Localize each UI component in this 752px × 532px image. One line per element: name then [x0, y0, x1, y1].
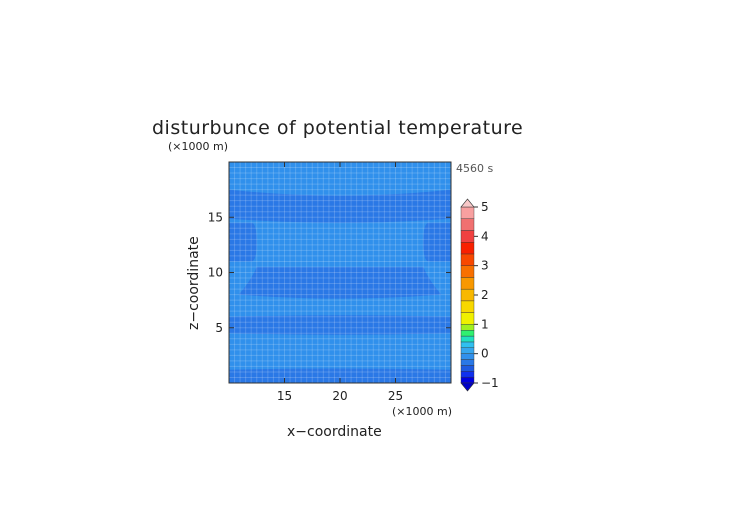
lower-layer	[229, 333, 451, 370]
chart-title: disturbunce of potential temperature	[152, 117, 523, 139]
colorbar-band	[460, 347, 475, 354]
left-side-anomaly	[229, 222, 257, 262]
colorbar-band	[460, 265, 475, 278]
colorbar-band	[460, 230, 475, 243]
colorbar-band	[460, 218, 475, 231]
colorbar: −1 0 1 2 3 4 5	[460, 198, 499, 392]
colorbar-tick-label: 4	[481, 229, 489, 243]
colorbar-band	[460, 324, 475, 331]
colorbar-band	[460, 335, 475, 343]
y-tick-label: 15	[208, 210, 223, 224]
colorbar-band	[460, 365, 475, 372]
colorbar-max-triangle	[460, 198, 475, 208]
x-tick-label: 15	[277, 389, 292, 403]
colorbar-tick-label: 2	[481, 288, 489, 302]
colorbar-band	[460, 330, 475, 337]
colorbar-tick-label: 5	[481, 200, 489, 214]
colorbar-band	[460, 206, 475, 219]
x-tick-label: 25	[388, 389, 403, 403]
colorbar-band	[460, 353, 475, 360]
y-axis-ticks: 5 10 15	[208, 210, 451, 335]
y-tick-label: 10	[208, 266, 223, 280]
colorbar-band	[460, 288, 475, 302]
colorbar-band	[460, 312, 475, 325]
colorbar-tick-label: 3	[481, 259, 489, 273]
time-label: 4560 s	[456, 162, 493, 175]
y-tick-label: 5	[215, 321, 223, 335]
lower-negative-band	[229, 315, 451, 335]
colorbar-min-triangle	[460, 382, 475, 392]
colorbar-band	[460, 241, 475, 255]
x-tick-label: 20	[332, 389, 347, 403]
colorbar-band	[460, 376, 475, 384]
colorbar-tick-label: 0	[481, 347, 489, 361]
plot-area	[228, 161, 452, 384]
right-side-anomaly	[423, 222, 451, 262]
x-axis-ticks: 15 20 25	[277, 162, 403, 403]
colorbar-tick-label: −1	[481, 376, 499, 390]
grid-lines	[229, 162, 451, 383]
colorbar-band	[460, 359, 475, 366]
central-negative-lens	[238, 266, 442, 299]
colorbar-tick-label: 1	[481, 317, 489, 331]
x-axis-label: x−coordinate	[287, 424, 382, 440]
colorbar-band	[460, 300, 475, 313]
colorbar-band	[460, 371, 475, 378]
z-unit-label: (×1000 m)	[168, 140, 228, 153]
colorbar-band	[460, 341, 475, 348]
colorbar-band	[460, 277, 475, 290]
upper-negative-lens	[229, 189, 451, 223]
colorbar-band	[460, 253, 475, 266]
field	[229, 162, 451, 383]
y-axis-label: z−coordinate	[186, 236, 202, 330]
x-unit-label: (×1000 m)	[392, 405, 452, 418]
